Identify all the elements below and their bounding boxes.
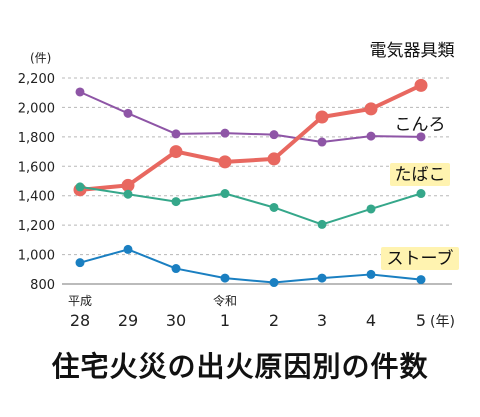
y-tick-label: 1,000 [18,249,55,264]
x-tick-label: 1 [220,311,230,330]
data-point [218,155,232,169]
y-tick-label: 2,000 [18,101,55,116]
y-tick-label: 1,400 [18,190,55,205]
x-tick-label: 4 [366,311,376,330]
data-point [269,202,279,212]
era-label: 令和 [213,293,237,308]
data-point [269,130,279,140]
y-tick-label: 1,600 [18,160,55,175]
data-point [366,131,376,141]
y-tick-label: 800 [30,278,55,293]
series-line [79,91,422,144]
data-point [269,278,279,288]
data-point [267,152,281,166]
series-label: たばこ [395,165,446,185]
data-point [171,264,181,274]
y-tick-label: 2,200 [18,72,55,87]
label-highlight [390,163,450,186]
data-point [315,110,329,124]
y-axis: 800 1,000 1,200 1,400 1,600 1,800 2,000 2,200 (件… [18,51,55,293]
line-chart: 800 1,000 1,200 1,400 1,600 1,800 2,000 2,200 (件… [18,41,459,330]
label-highlight [381,247,459,270]
data-point [220,189,230,199]
data-point [416,132,426,142]
data-point [75,87,85,97]
series-label: こんろ [395,115,446,135]
data-point [123,108,133,118]
x-tick-label: 29 [118,311,138,330]
x-tick-label: 30 [166,311,186,330]
data-point [123,244,133,254]
data-point [366,269,376,279]
y-unit-label: (件) [30,51,51,65]
x-axis: 28 29 30 1 2 3 4 5 平成 令和 (年) [68,293,455,330]
data-point [75,182,85,192]
data-point [220,128,230,138]
data-point [171,197,181,207]
series-line [79,248,422,284]
data-point [121,178,135,192]
x-tick-label: 28 [70,311,90,330]
data-point [416,189,426,199]
data-point [317,219,327,229]
x-tick-label: 5 [416,311,426,330]
series-line [79,83,422,192]
data-point [366,204,376,214]
data-point [123,189,133,199]
data-point [416,275,426,285]
data-point [220,273,230,283]
data-point [317,137,327,147]
data-point [169,145,183,159]
data-point [364,102,378,116]
x-unit-label: (年) [430,314,455,330]
series-label: ストーブ [387,248,454,269]
era-label: 平成 [68,294,92,308]
data-point [414,78,428,92]
series-label: 電気器具類 [370,41,455,61]
x-tick-label: 2 [269,311,279,330]
data-point [317,273,327,283]
series-group [73,78,428,288]
data-point [75,258,85,268]
y-tick-label: 1,200 [18,219,55,234]
y-tick-label: 1,800 [18,131,55,146]
data-point [171,129,181,139]
series-line [79,185,422,226]
chart-caption: 住宅火災の出火原因別の件数 [51,350,429,383]
x-tick-label: 3 [317,311,327,330]
